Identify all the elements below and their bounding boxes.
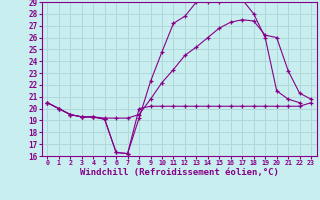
X-axis label: Windchill (Refroidissement éolien,°C): Windchill (Refroidissement éolien,°C): [80, 168, 279, 177]
